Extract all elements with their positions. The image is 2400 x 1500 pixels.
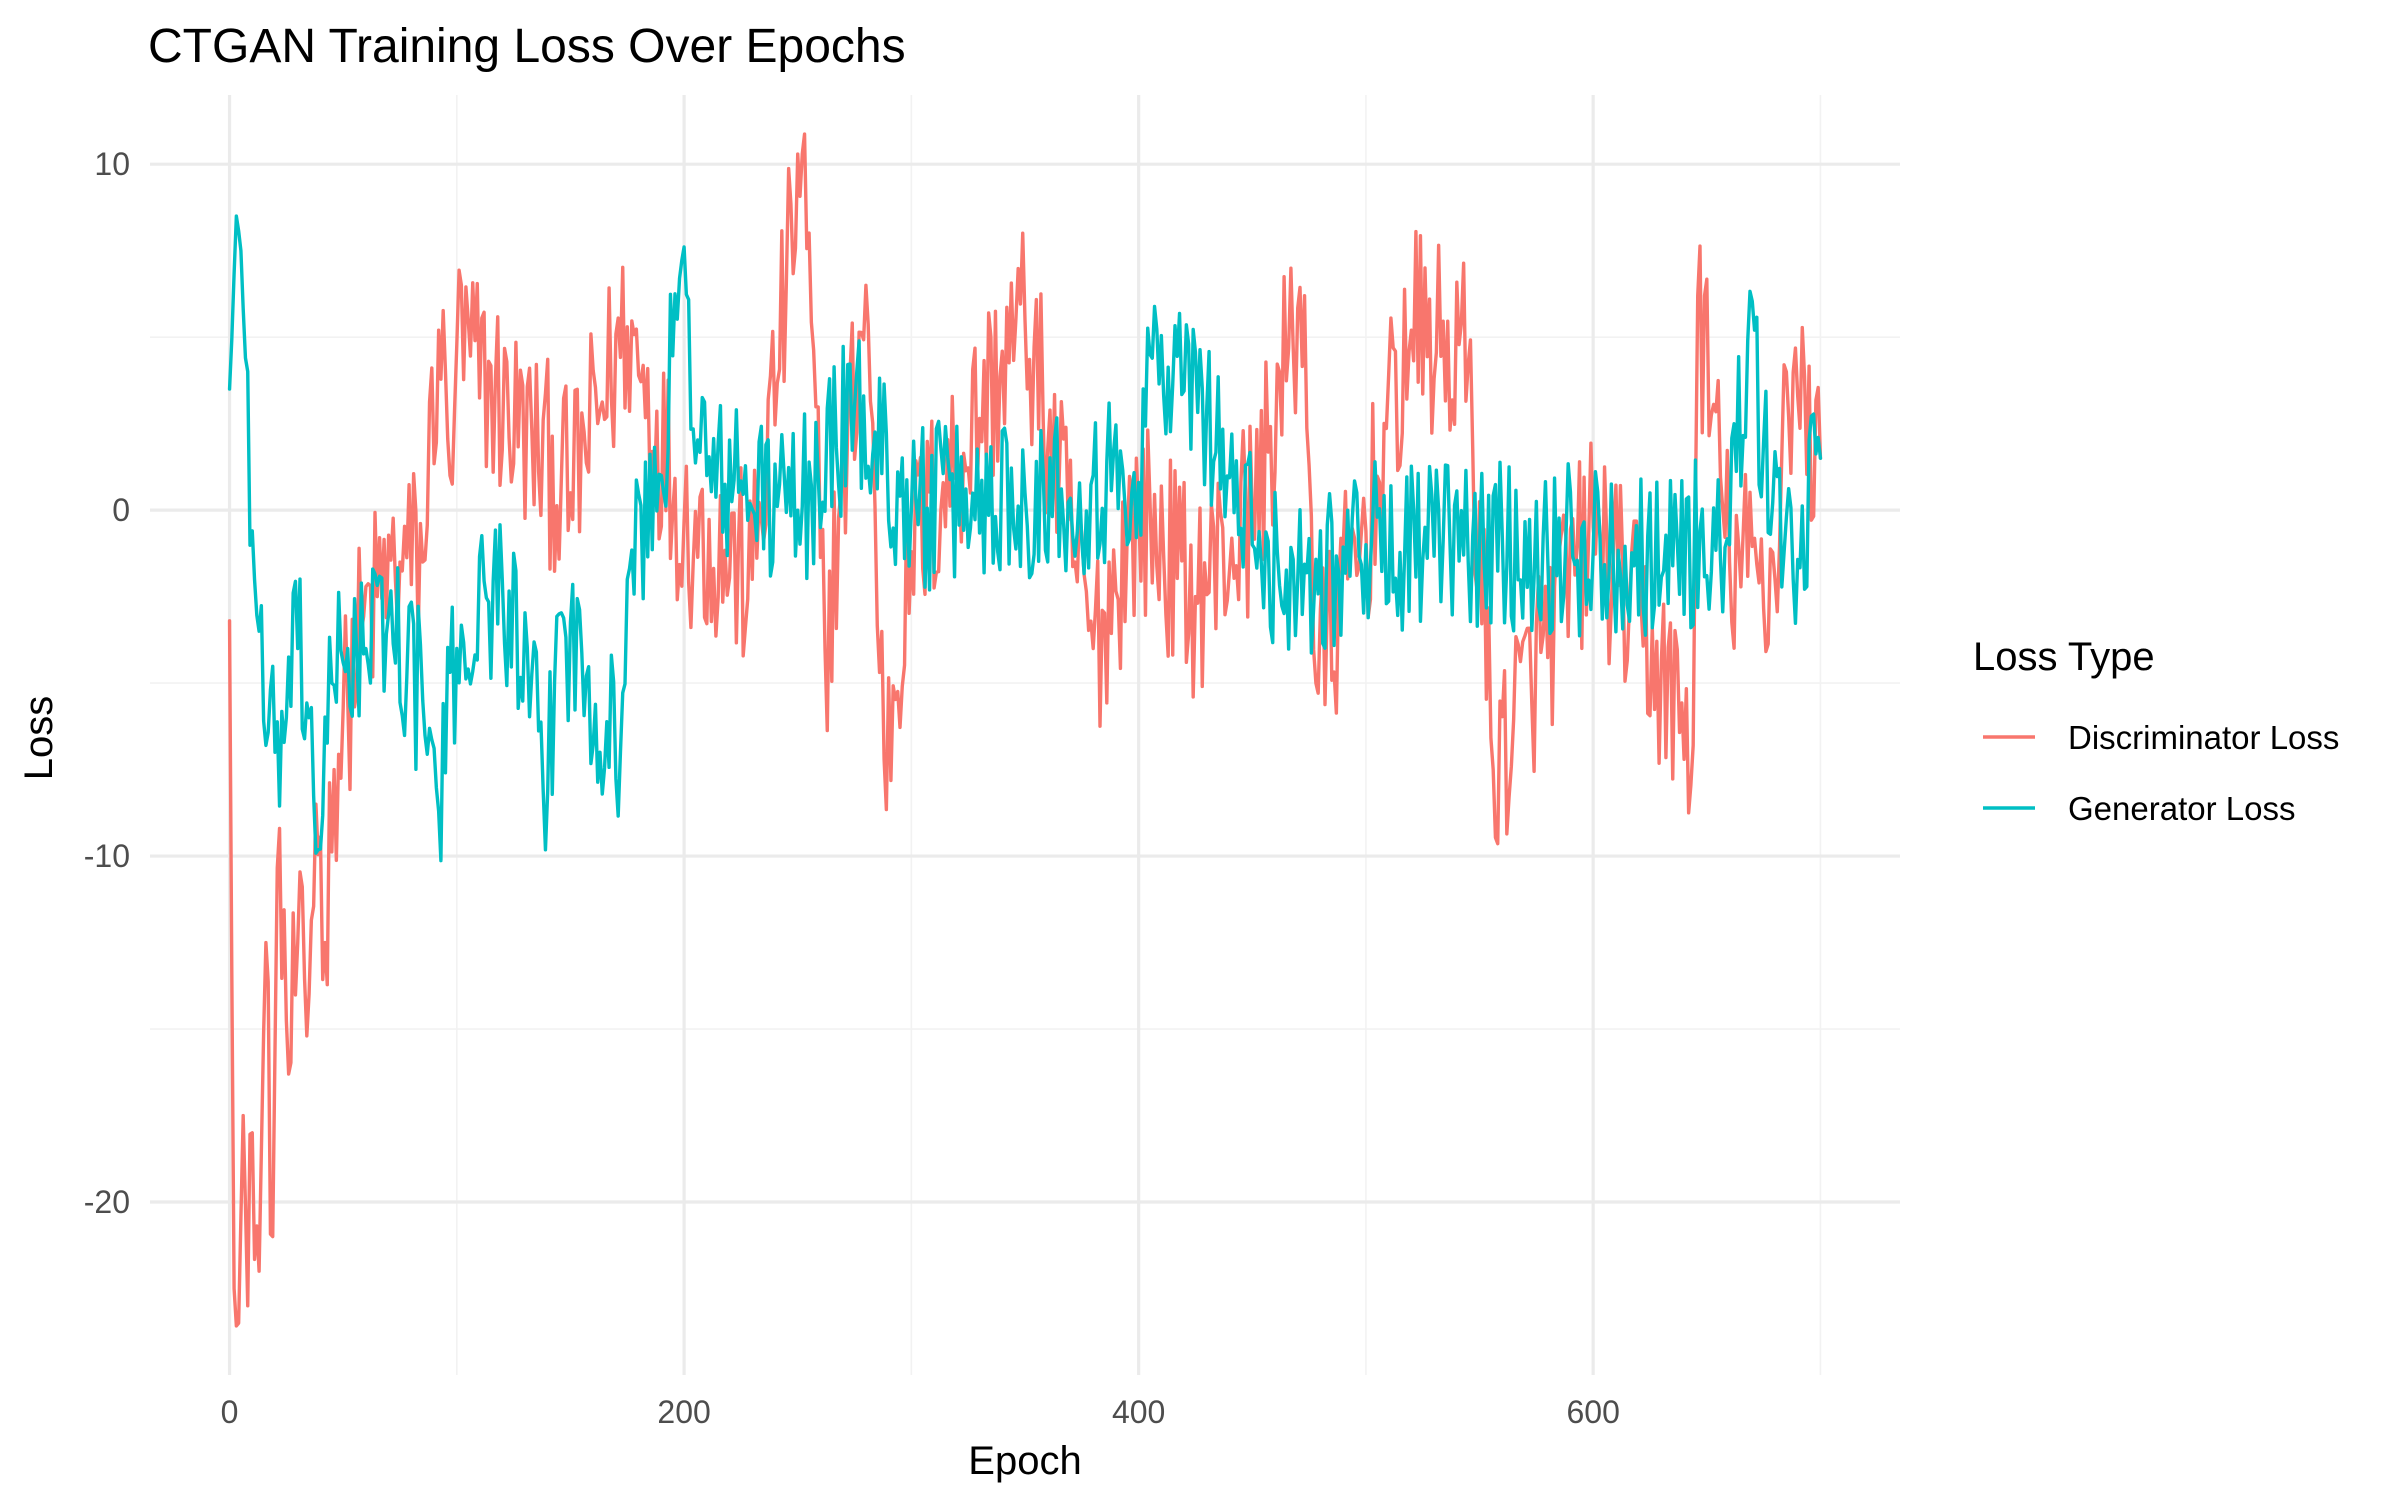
x-tick-label: 600 — [1566, 1394, 1619, 1430]
x-tick-label: 200 — [657, 1394, 710, 1430]
series-line-discriminator — [227, 132, 1823, 1328]
x-tick-label: 400 — [1112, 1394, 1165, 1430]
y-tick-label: 10 — [94, 146, 130, 182]
y-axis-title: Loss — [17, 696, 61, 781]
legend-label-generator: Generator Loss — [2068, 790, 2295, 827]
legend-item-discriminator: Discriminator Loss — [1983, 719, 2339, 756]
x-axis-title: Epoch — [968, 1439, 1081, 1483]
legend-label-discriminator: Discriminator Loss — [2068, 719, 2339, 756]
y-tick-label: -10 — [84, 838, 130, 874]
x-tick-label: 0 — [221, 1394, 239, 1430]
y-tick-label: -20 — [84, 1184, 130, 1220]
legend: Loss Type Discriminator Loss Generator L… — [1973, 635, 2339, 827]
series-line-generator — [227, 214, 1823, 863]
ticks: 0 200 400 600 10 0 -10 -20 — [84, 146, 1620, 1430]
y-tick-label: 0 — [112, 492, 130, 528]
legend-item-generator: Generator Loss — [1983, 790, 2295, 827]
chart-title: CTGAN Training Loss Over Epochs — [148, 20, 906, 73]
legend-title: Loss Type — [1973, 635, 2155, 679]
series-layer — [227, 132, 1823, 1328]
